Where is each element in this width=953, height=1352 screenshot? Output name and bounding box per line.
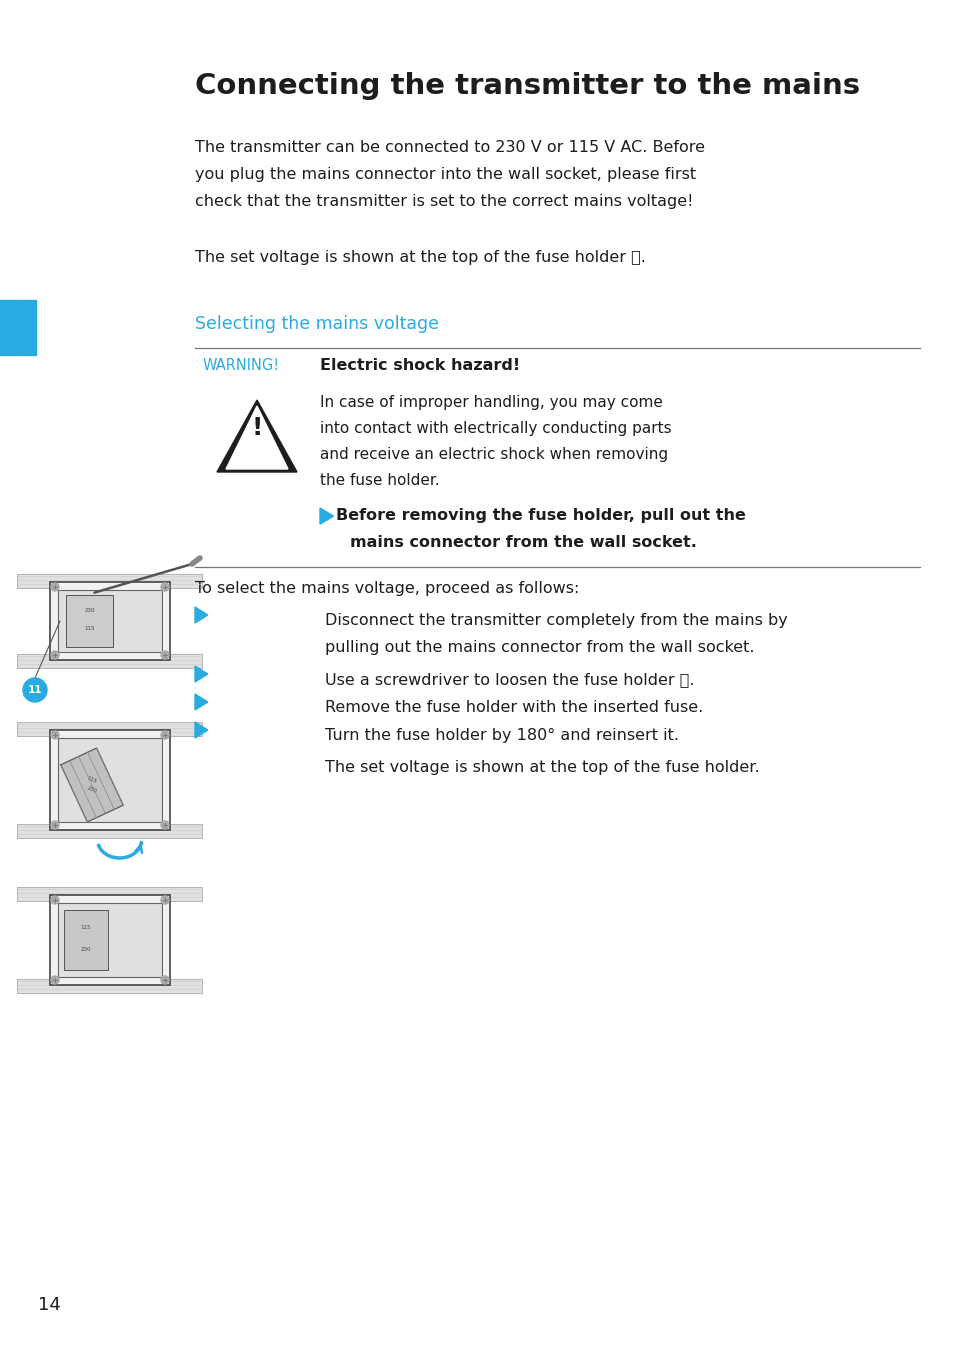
Circle shape — [161, 976, 169, 984]
Text: Electric shock hazard!: Electric shock hazard! — [319, 358, 519, 373]
Text: 11: 11 — [28, 685, 42, 695]
Text: Turn the fuse holder by 180° and reinsert it.: Turn the fuse holder by 180° and reinser… — [325, 727, 679, 744]
Text: Before removing the fuse holder, pull out the: Before removing the fuse holder, pull ou… — [335, 508, 745, 523]
Bar — [17, 979, 202, 992]
Polygon shape — [216, 400, 296, 472]
Text: you plug the mains connector into the wall socket, please first: you plug the mains connector into the wa… — [194, 168, 696, 183]
Text: Remove the fuse holder with the inserted fuse.: Remove the fuse holder with the inserted… — [325, 700, 702, 715]
Text: Selecting the mains voltage: Selecting the mains voltage — [194, 315, 438, 333]
Bar — [17, 654, 202, 668]
Bar — [17, 575, 202, 588]
Bar — [58, 738, 162, 822]
Text: The transmitter can be connected to 230 V or 115 V AC. Before: The transmitter can be connected to 230 … — [194, 141, 704, 155]
Polygon shape — [194, 694, 208, 710]
Circle shape — [51, 821, 59, 829]
Bar — [58, 589, 162, 652]
Text: 230: 230 — [85, 608, 95, 612]
Bar — [50, 895, 170, 986]
Text: To select the mains voltage, proceed as follows:: To select the mains voltage, proceed as … — [194, 581, 578, 596]
Circle shape — [161, 652, 169, 658]
Bar — [64, 910, 108, 971]
Circle shape — [161, 731, 169, 740]
Bar — [17, 722, 202, 735]
Text: 115: 115 — [86, 776, 98, 784]
Circle shape — [23, 677, 47, 702]
Circle shape — [51, 896, 59, 904]
Text: Use a screwdriver to loosen the fuse holder ⓐ.: Use a screwdriver to loosen the fuse hol… — [325, 672, 694, 687]
Circle shape — [51, 652, 59, 658]
Bar — [67, 595, 113, 648]
Bar — [17, 887, 202, 992]
Text: !: ! — [251, 416, 262, 439]
Text: The set voltage is shown at the top of the fuse holder.: The set voltage is shown at the top of t… — [325, 760, 759, 775]
Text: In case of improper handling, you may come: In case of improper handling, you may co… — [319, 395, 662, 410]
Polygon shape — [194, 667, 208, 681]
Polygon shape — [319, 508, 334, 525]
Text: pulling out the mains connector from the wall socket.: pulling out the mains connector from the… — [325, 639, 754, 654]
Bar — [17, 722, 202, 838]
Text: The set voltage is shown at the top of the fuse holder ⓐ.: The set voltage is shown at the top of t… — [194, 250, 645, 265]
Circle shape — [51, 583, 59, 591]
Circle shape — [51, 976, 59, 984]
Text: mains connector from the wall socket.: mains connector from the wall socket. — [350, 535, 697, 550]
Polygon shape — [194, 607, 208, 623]
Text: 115: 115 — [81, 925, 91, 930]
Bar — [17, 575, 202, 668]
Text: Connecting the transmitter to the mains: Connecting the transmitter to the mains — [194, 72, 860, 100]
Circle shape — [161, 896, 169, 904]
Text: the fuse holder.: the fuse holder. — [319, 473, 439, 488]
Polygon shape — [226, 406, 288, 469]
Polygon shape — [61, 748, 123, 822]
Circle shape — [161, 583, 169, 591]
Bar — [17, 887, 202, 900]
Bar — [50, 730, 170, 830]
Text: 230: 230 — [81, 946, 91, 952]
Bar — [58, 903, 162, 977]
Text: into contact with electrically conducting parts: into contact with electrically conductin… — [319, 420, 671, 435]
Bar — [0, 300, 36, 356]
Text: 230: 230 — [86, 786, 98, 795]
Bar — [17, 823, 202, 838]
Text: check that the transmitter is set to the correct mains voltage!: check that the transmitter is set to the… — [194, 193, 693, 210]
Text: Disconnect the transmitter completely from the mains by: Disconnect the transmitter completely fr… — [325, 612, 787, 627]
Text: WARNING!: WARNING! — [203, 358, 280, 373]
Text: and receive an electric shock when removing: and receive an electric shock when remov… — [319, 448, 667, 462]
Circle shape — [51, 731, 59, 740]
Bar — [50, 581, 170, 660]
Text: 115: 115 — [85, 626, 95, 631]
Circle shape — [161, 821, 169, 829]
Polygon shape — [194, 722, 208, 738]
Text: 14: 14 — [38, 1297, 61, 1314]
